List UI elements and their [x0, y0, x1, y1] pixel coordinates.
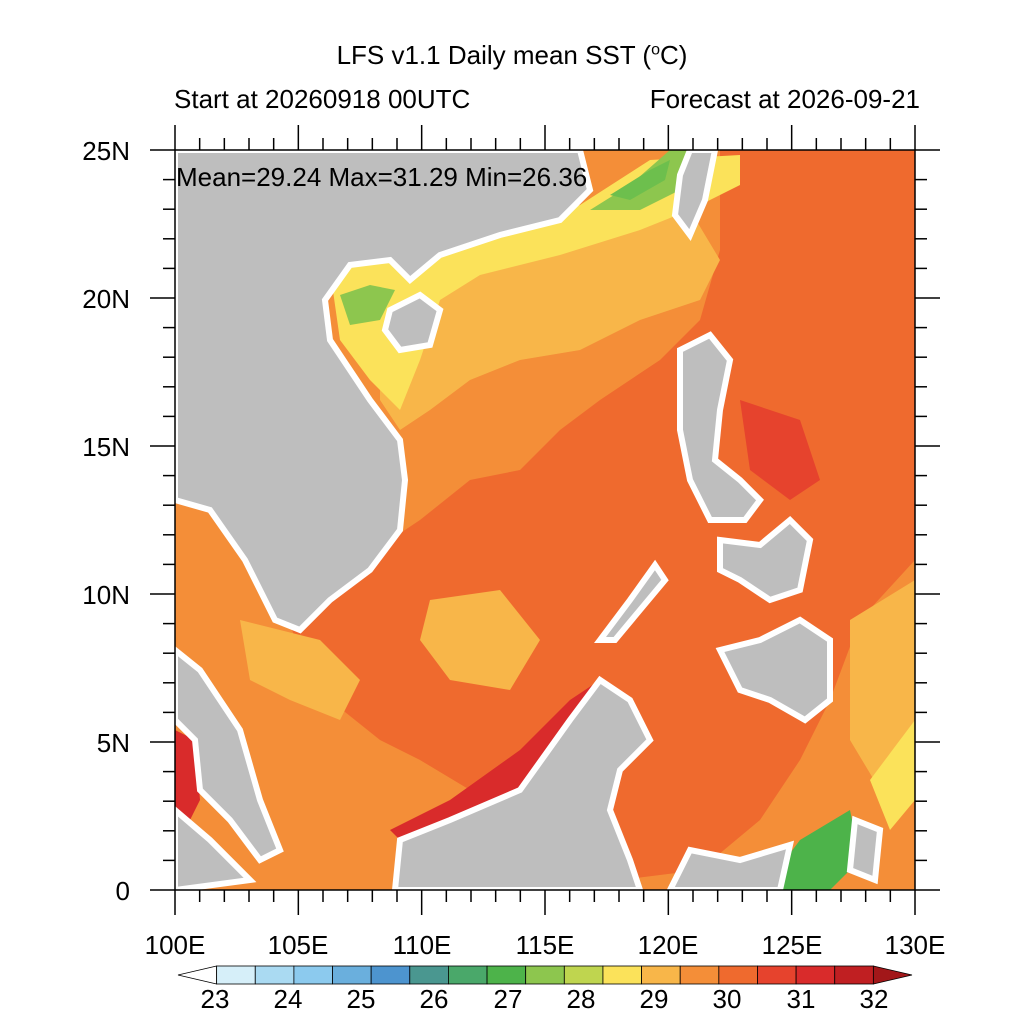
- colorbar-swatch: [679, 965, 720, 985]
- lon-label-115e: 115E: [515, 930, 575, 960]
- colorbar-swatch: [641, 965, 681, 985]
- sst-region-29-south: [240, 620, 360, 720]
- land-borneo: [391, 675, 654, 890]
- colorbar-swatch: [718, 965, 758, 985]
- lon-label-100e: 100E: [144, 930, 206, 960]
- sst-region-29-north: [380, 210, 720, 430]
- colorbar-label-29: 29: [639, 984, 669, 1014]
- land-sulawesi-tip: [666, 840, 795, 890]
- sst-region-30-philsea: [740, 400, 820, 500]
- stats-label: Mean=29.24 Max=31.29 Min=26.36: [176, 162, 588, 192]
- colorbar-label-23: 23: [200, 984, 230, 1014]
- colorbar-swatch: [332, 965, 372, 985]
- sst-region-29-center: [420, 590, 540, 690]
- colorbar: [177, 965, 913, 985]
- sst-region-28-north: [330, 155, 740, 410]
- lat-label-20n: 20N: [82, 284, 130, 314]
- colorbar-swatch: [254, 965, 295, 985]
- land-masses: [175, 150, 884, 890]
- colorbar-swatch: [563, 965, 604, 985]
- colorbar-label-25: 25: [346, 984, 376, 1014]
- land-hainan: [381, 291, 444, 354]
- land-indochina: [175, 150, 594, 634]
- land-halmahera: [846, 815, 884, 885]
- colorbar-swatch: [293, 965, 333, 985]
- colorbar-label-30: 30: [712, 984, 742, 1014]
- land-taiwan: [671, 150, 719, 241]
- colorbar-swatch: [602, 965, 642, 985]
- colorbar-swatch: [486, 965, 527, 985]
- start-time-label: Start at 20260918 00UTC: [174, 84, 471, 114]
- land-sumatra: [175, 806, 257, 890]
- lon-label-130e: 130E: [884, 930, 946, 960]
- lat-label-0: 0: [115, 876, 130, 906]
- lon-label-125e: 125E: [761, 930, 823, 960]
- lat-label-10n: 10N: [82, 580, 130, 610]
- axis-ticks: [150, 125, 940, 915]
- lat-label-5n: 5N: [96, 728, 130, 758]
- colorbar-swatch: [448, 965, 488, 985]
- lon-label-110e: 110E: [392, 930, 452, 960]
- colorbar-swatch: [216, 965, 256, 985]
- sst-field: [175, 150, 915, 890]
- land-malay-peninsula: [175, 646, 284, 864]
- lat-label-15n: 15N: [82, 432, 130, 462]
- colorbar-label-26: 26: [419, 984, 449, 1014]
- colorbar-swatch: [370, 965, 411, 985]
- lon-label-105e: 105E: [267, 930, 329, 960]
- land-mindanao: [715, 616, 833, 724]
- sst-region-26-coast: [610, 160, 670, 200]
- colorbar-swatch: [795, 965, 836, 985]
- land-luzon: [677, 331, 764, 523]
- colorbar-label-27: 27: [493, 984, 523, 1014]
- colorbar-max-triangle: [872, 965, 913, 985]
- colorbar-swatch: [834, 965, 874, 985]
- forecast-date-label: Forecast at 2026-09-21: [649, 84, 920, 114]
- colorbar-swatch: [757, 965, 797, 985]
- sst-region-31-borneo: [390, 680, 620, 850]
- colorbar-label-32: 32: [859, 984, 889, 1014]
- lat-label-25n: 25N: [82, 136, 130, 166]
- map-title: LFS v1.1 Daily mean SST (oC): [336, 40, 688, 70]
- colorbar-label-28: 28: [566, 984, 596, 1014]
- land-palawan: [594, 559, 669, 643]
- colorbar-swatch: [409, 965, 449, 985]
- sst-region-28-east: [870, 720, 915, 830]
- colorbar-label-24: 24: [273, 984, 303, 1014]
- colorbar-min-triangle: [177, 965, 218, 985]
- sst-region-27-borneo-east: [770, 810, 860, 890]
- colorbar-swatch: [525, 965, 565, 985]
- land-visayas: [717, 515, 814, 604]
- sst-region-29-east: [850, 580, 915, 790]
- colorbar-label-31: 31: [786, 984, 816, 1014]
- lon-label-120e: 120E: [637, 930, 699, 960]
- sst-region-27-gulf: [340, 285, 395, 325]
